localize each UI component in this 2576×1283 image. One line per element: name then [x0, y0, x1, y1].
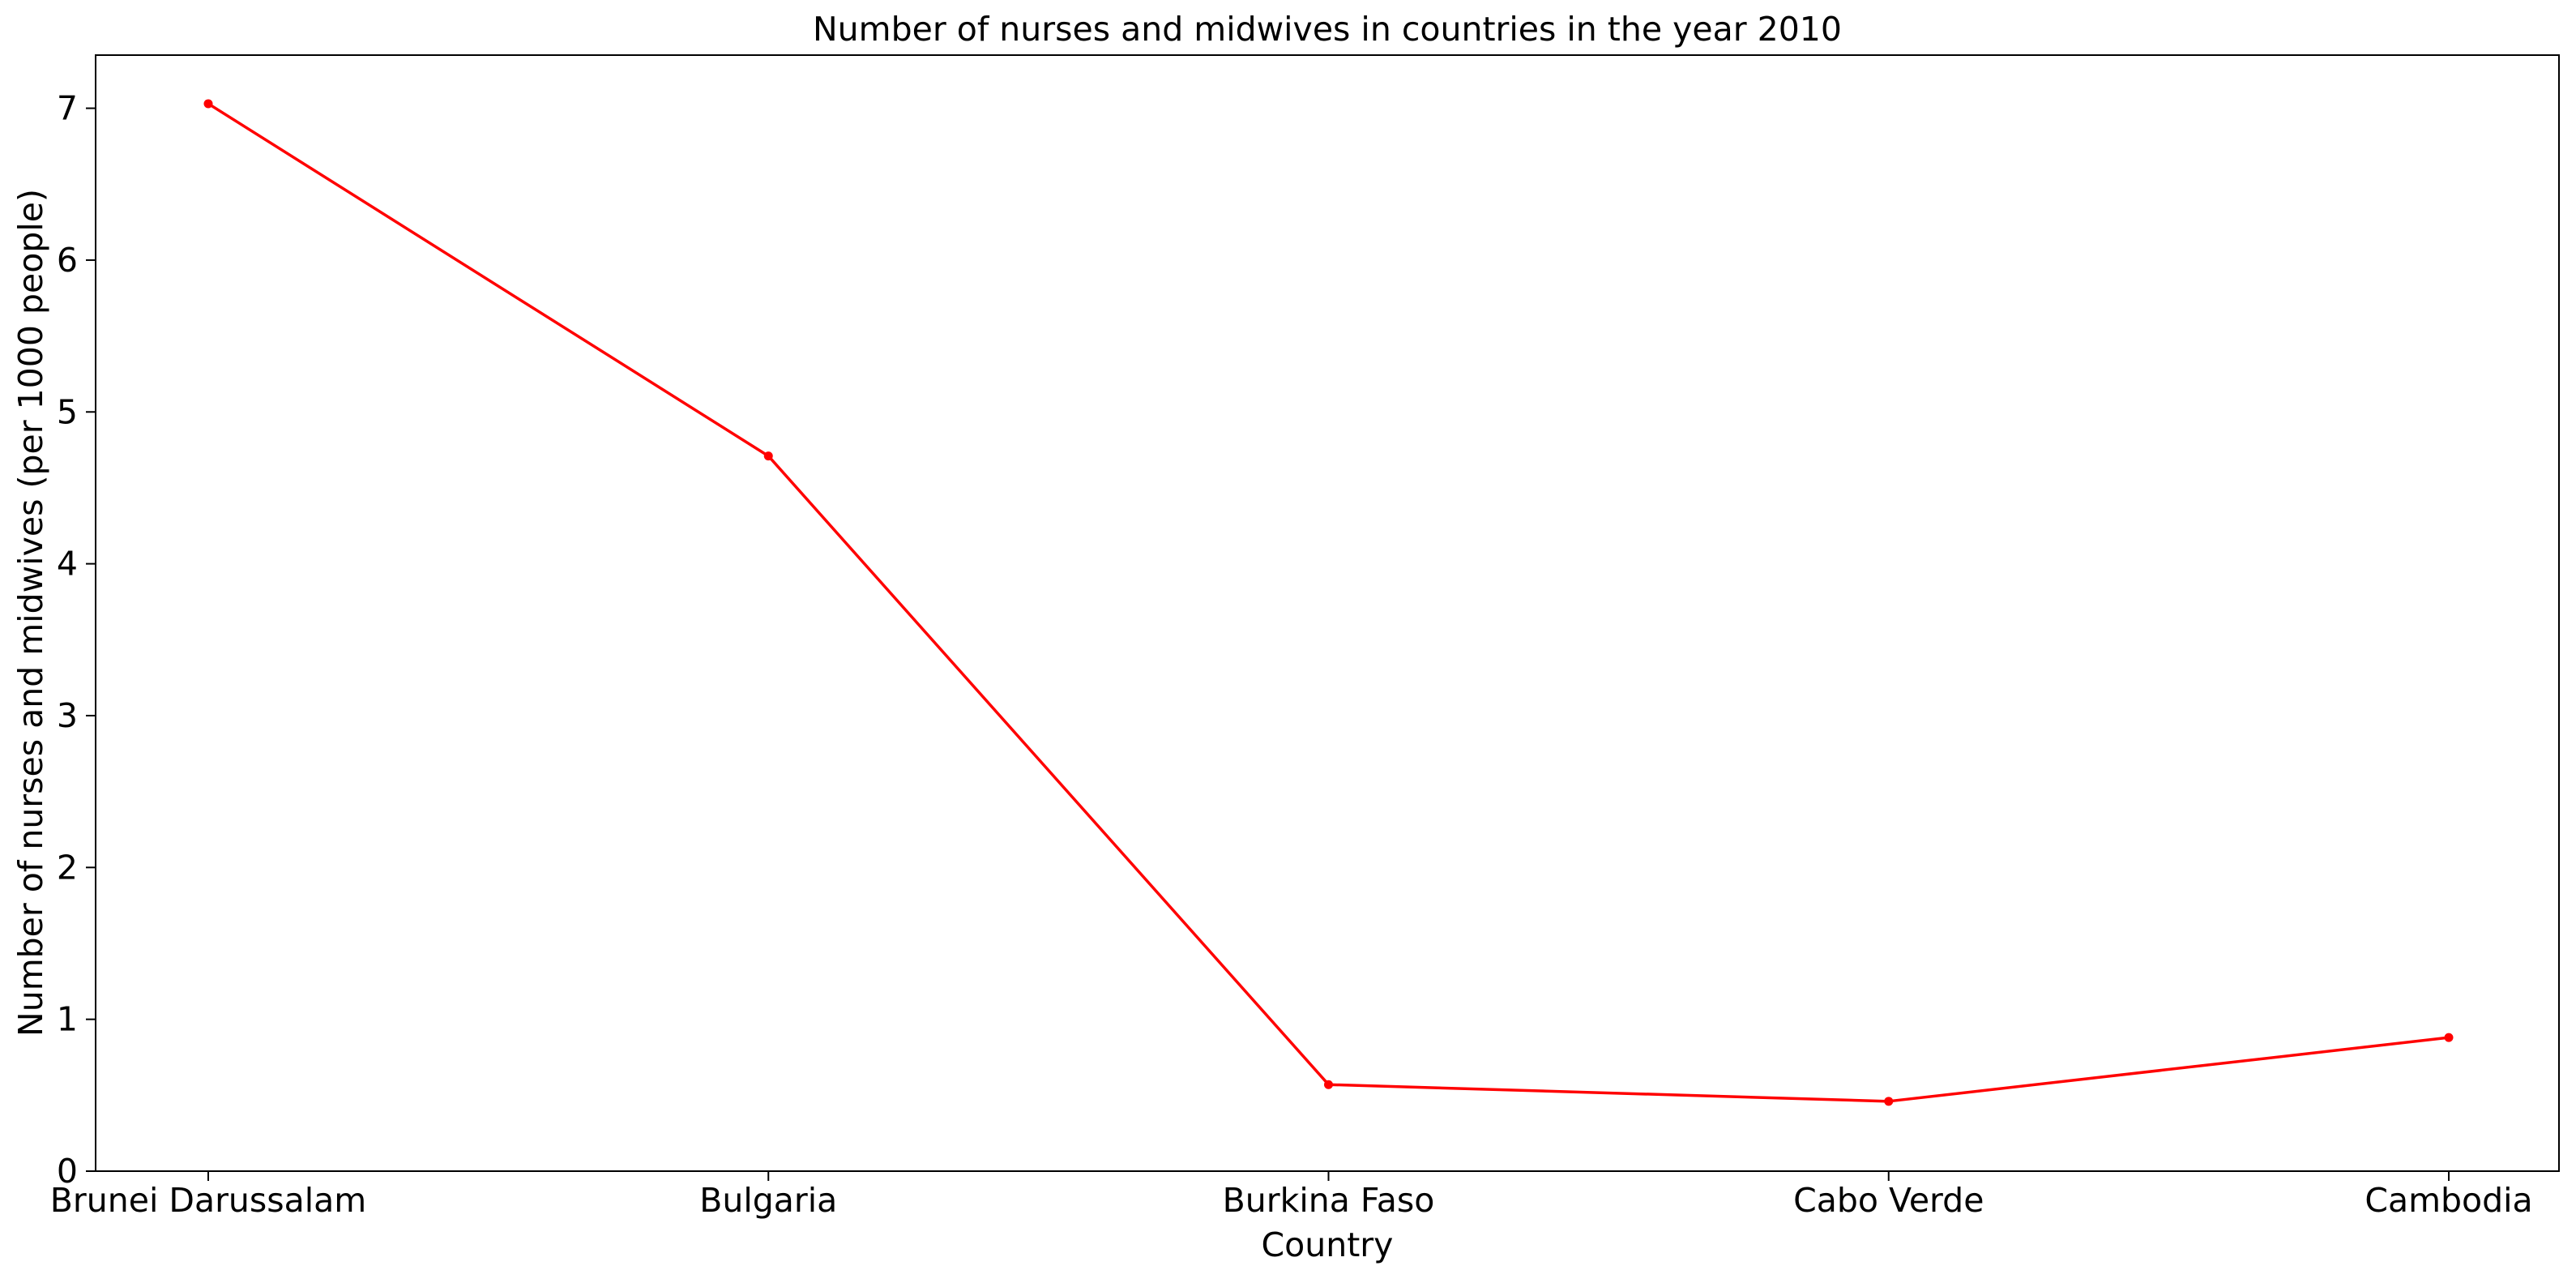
data-point — [203, 99, 213, 109]
plot-area: 0 1 2 3 4 5 6 7 Brunei Darussalam Bulgaria Burkin… — [50, 54, 2560, 1220]
y-axis-label: Number of nurses and midwives (per 1000 … — [11, 189, 50, 1037]
y-tick-label: 6 — [57, 241, 78, 280]
plot-frame — [95, 54, 2560, 1172]
y-tick-label: 1 — [57, 1000, 78, 1039]
y-axis: 0 1 2 3 4 5 6 7 — [57, 89, 96, 1191]
data-point — [2444, 1033, 2454, 1042]
data-point — [763, 451, 773, 461]
x-tick-label: Burkina Faso — [1223, 1181, 1435, 1220]
y-tick-label: 5 — [57, 392, 78, 431]
y-tick-label: 2 — [57, 848, 78, 887]
x-tick-label: Cambodia — [2365, 1181, 2532, 1220]
y-tick-label: 7 — [57, 89, 78, 128]
series-layer — [203, 99, 2454, 1106]
series-line — [207, 102, 2450, 1103]
chart-title: Number of nurses and midwives in countri… — [813, 10, 1842, 49]
x-axis-label: Country — [1262, 1225, 1394, 1264]
y-tick-label: 3 — [57, 696, 78, 735]
x-tick-label: Cabo Verde — [1793, 1181, 1984, 1220]
x-axis: Brunei Darussalam Bulgaria Burkina Faso Cab… — [50, 1171, 2533, 1220]
x-tick-label: Bulgaria — [699, 1181, 837, 1220]
data-point — [1324, 1080, 1333, 1089]
x-tick-label: Brunei Darussalam — [50, 1181, 366, 1220]
y-tick-label: 0 — [57, 1152, 78, 1191]
y-tick-label: 4 — [57, 545, 78, 584]
data-point — [1884, 1097, 1894, 1106]
